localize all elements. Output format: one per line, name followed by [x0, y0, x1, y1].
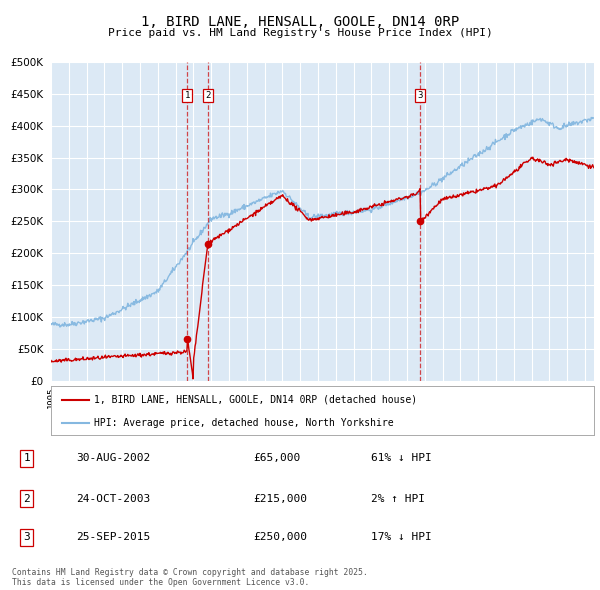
Text: 30-AUG-2002: 30-AUG-2002 [77, 454, 151, 463]
Text: 2: 2 [205, 91, 211, 100]
Text: 61% ↓ HPI: 61% ↓ HPI [371, 454, 431, 463]
Text: 1, BIRD LANE, HENSALL, GOOLE, DN14 0RP: 1, BIRD LANE, HENSALL, GOOLE, DN14 0RP [141, 15, 459, 29]
Text: 3: 3 [23, 533, 30, 542]
Text: 25-SEP-2015: 25-SEP-2015 [77, 533, 151, 542]
Text: 17% ↓ HPI: 17% ↓ HPI [371, 533, 431, 542]
Text: 2% ↑ HPI: 2% ↑ HPI [371, 494, 425, 503]
Text: £215,000: £215,000 [253, 494, 307, 503]
Text: Contains HM Land Registry data © Crown copyright and database right 2025.
This d: Contains HM Land Registry data © Crown c… [12, 568, 368, 587]
Text: 3: 3 [418, 91, 423, 100]
Text: HPI: Average price, detached house, North Yorkshire: HPI: Average price, detached house, Nort… [94, 418, 394, 428]
Text: £250,000: £250,000 [253, 533, 307, 542]
Text: 1: 1 [185, 91, 190, 100]
Text: 1, BIRD LANE, HENSALL, GOOLE, DN14 0RP (detached house): 1, BIRD LANE, HENSALL, GOOLE, DN14 0RP (… [94, 395, 418, 405]
Text: Price paid vs. HM Land Registry's House Price Index (HPI): Price paid vs. HM Land Registry's House … [107, 28, 493, 38]
Text: 1: 1 [23, 454, 30, 463]
Text: 2: 2 [23, 494, 30, 503]
Text: £65,000: £65,000 [253, 454, 300, 463]
Text: 24-OCT-2003: 24-OCT-2003 [77, 494, 151, 503]
